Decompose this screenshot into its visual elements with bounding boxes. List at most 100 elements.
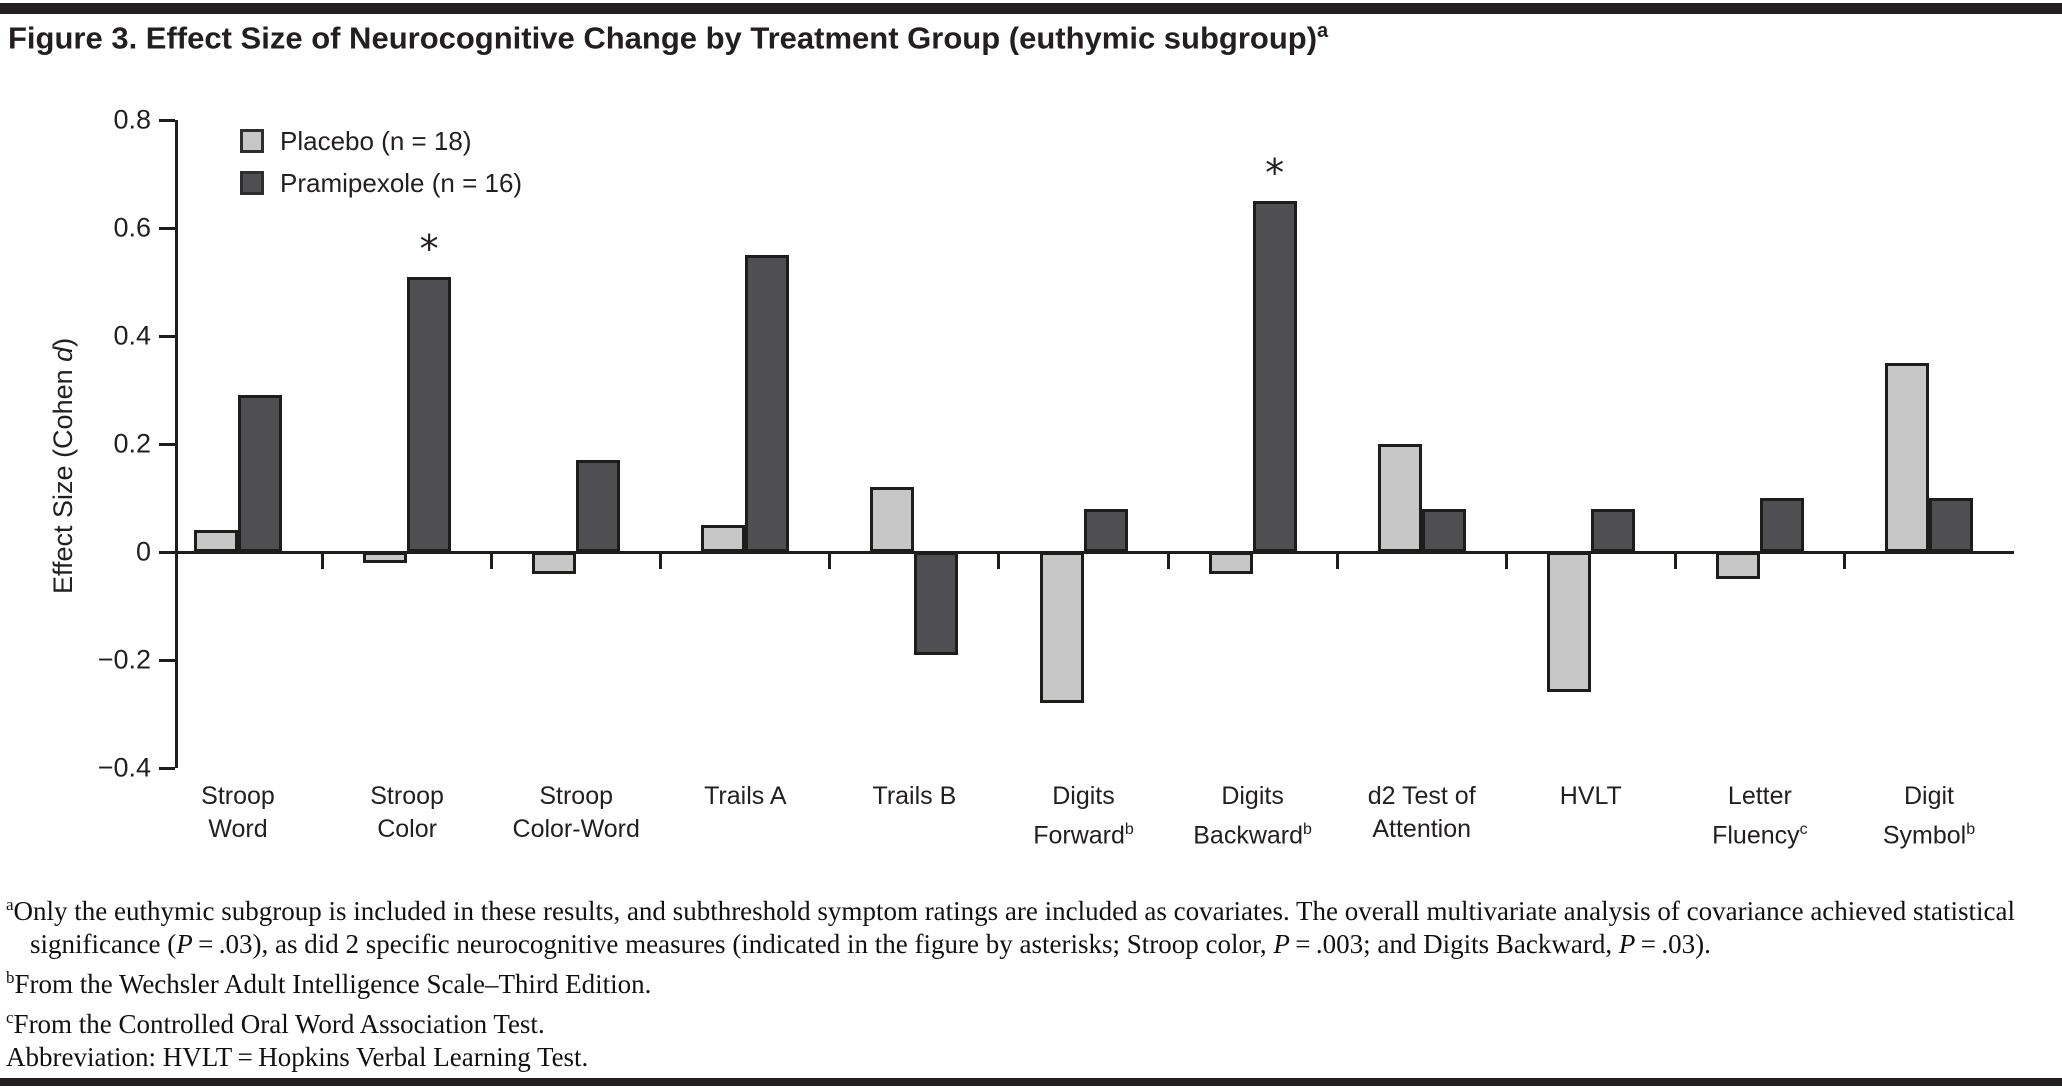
footnote: bFrom the Wechsler Adult Intelligence Sc…: [6, 961, 2056, 1001]
category-label-line: Backwardb: [1193, 821, 1312, 850]
footnote-sup: c: [6, 1008, 14, 1027]
bar-placebo: [1885, 363, 1929, 552]
footnotes-block: aOnly the euthymic subgroup is included …: [6, 888, 2056, 1074]
figure-title-text: Figure 3. Effect Size of Neurocognitive …: [8, 20, 1318, 56]
category-label-line: Stroop: [370, 782, 444, 810]
legend-swatch-icon: [240, 129, 264, 153]
bar-placebo: [1377, 444, 1422, 552]
category-label-line: Trails B: [872, 782, 957, 810]
legend-row: Pramipexole (n = 16): [240, 162, 522, 204]
category-label-line: Digits: [1052, 782, 1115, 810]
category-label: Stroop Color: [297, 780, 517, 846]
y-tick: [159, 226, 175, 230]
y-tick: [159, 550, 175, 554]
bar-pramipexole: [576, 460, 621, 552]
bar-placebo: [363, 552, 408, 563]
bottom-rule: [0, 1078, 2062, 1086]
figure-title-sup: a: [1317, 20, 1329, 42]
category-label-line: Color-Word: [512, 815, 640, 843]
legend-swatch-icon: [240, 171, 264, 195]
category-label-line: Word: [208, 815, 268, 843]
y-axis-title-italic: d: [48, 346, 78, 362]
y-axis-title-text: Effect Size (Cohen: [48, 361, 78, 594]
x-tick: [1166, 553, 1170, 569]
category-label: HVLT: [1481, 780, 1701, 813]
y-tick: [159, 442, 175, 446]
category-label: Digits Backwardb: [1143, 780, 1363, 852]
category-label-line: Symbolb: [1882, 821, 1976, 850]
footnote-sup: a: [6, 895, 14, 914]
footnote-text: From the Wechsler Adult Intelligence Sca…: [14, 969, 652, 999]
bar-pramipexole: [1759, 498, 1804, 552]
x-tick: [659, 553, 663, 569]
x-tick: [828, 553, 832, 569]
footnote-italic: P: [1273, 929, 1290, 959]
y-tick-label: −0.4: [97, 752, 151, 783]
x-tick: [997, 553, 1001, 569]
bar-pramipexole: [745, 255, 790, 552]
category-label-sup: c: [1799, 821, 1808, 838]
footnote: cFrom the Controlled Oral Word Associati…: [6, 1001, 2056, 1041]
bar-pramipexole: [914, 552, 959, 655]
bar-placebo: [701, 525, 746, 552]
footnote-text: = .03), as did 2 specific neurocognitive…: [192, 929, 1274, 959]
footnote-text: From the Controlled Oral Word Associatio…: [13, 1009, 545, 1039]
y-tick: [159, 118, 175, 122]
bar-pramipexole: [1590, 508, 1635, 552]
y-tick-label: 0.6: [113, 212, 151, 243]
category-label: Stroop Color-Word: [466, 780, 686, 846]
footnote: aOnly the euthymic subgroup is included …: [6, 888, 2056, 961]
category-label-line: Trails A: [704, 782, 787, 810]
legend-row: Placebo (n = 18): [240, 120, 522, 162]
bar-placebo: [1546, 552, 1591, 693]
category-label-sup: b: [1303, 821, 1312, 838]
category-label-line: Color: [377, 815, 437, 843]
x-tick: [490, 553, 494, 569]
y-tick-label: 0.8: [113, 104, 151, 135]
y-tick: [159, 766, 175, 770]
category-label: Letter Fluencyc: [1650, 780, 1870, 852]
footnote-text: = .03).: [1635, 929, 1711, 959]
bar-pramipexole: [1083, 508, 1128, 552]
category-label-line: Stroop: [539, 782, 614, 810]
footnote-sup: b: [6, 968, 15, 987]
y-tick-label: 0.2: [113, 428, 151, 459]
bar-placebo: [870, 487, 915, 552]
x-tick: [1504, 553, 1508, 569]
bar-chart: 0.8 0.6 0.4 0.2 0 −0.2 −0.4 * * Stroop Word Stroop C…: [48, 104, 2039, 852]
y-tick-label: 0.4: [113, 320, 151, 351]
x-tick: [321, 553, 325, 569]
footnote-text: Only the euthymic subgroup is included i…: [13, 896, 2015, 959]
category-label-sup: b: [1966, 821, 1976, 838]
y-tick: [159, 334, 175, 338]
category-label-line: Fluencyc: [1712, 821, 1808, 850]
category-label: Digits Forwardb: [974, 780, 1194, 852]
bar-pramipexole: [1421, 508, 1466, 552]
category-label-line: Attention: [1372, 815, 1472, 843]
y-axis-line: [175, 120, 178, 768]
footnote-text: Abbreviation: HVLT = Hopkins Verbal Lear…: [6, 1042, 589, 1072]
category-label: Digit Symbolb: [1819, 780, 2039, 852]
category-label-line: d2 Test of: [1367, 782, 1476, 810]
bar-placebo: [1039, 552, 1084, 704]
y-axis-title: Effect Size (Cohen d): [48, 338, 79, 594]
category-label-sup: b: [1124, 821, 1134, 838]
bar-pramipexole: [1929, 498, 1973, 552]
significance-asterisk: *: [1265, 151, 1285, 195]
y-tick-label: −0.2: [97, 644, 151, 675]
legend-label: Placebo (n = 18): [280, 125, 472, 156]
x-tick: [1673, 553, 1677, 569]
footnote: Abbreviation: HVLT = Hopkins Verbal Lear…: [6, 1041, 2056, 1074]
y-tick-label: 0: [135, 536, 151, 567]
category-label-line: HVLT: [1559, 782, 1622, 810]
footnote-text: = .003; and Digits Backward,: [1289, 929, 1619, 959]
x-tick: [1842, 553, 1846, 569]
category-label-line: Stroop: [201, 782, 275, 810]
footnote-italic: P: [176, 929, 193, 959]
footnote-italic: P: [1618, 929, 1636, 959]
x-axis-baseline: [175, 550, 2014, 554]
category-label-line: Digit: [1903, 782, 1954, 810]
category-label-line: Forwardb: [1033, 821, 1134, 850]
bar-placebo: [1715, 552, 1760, 579]
y-axis-title-text: ): [48, 337, 78, 347]
